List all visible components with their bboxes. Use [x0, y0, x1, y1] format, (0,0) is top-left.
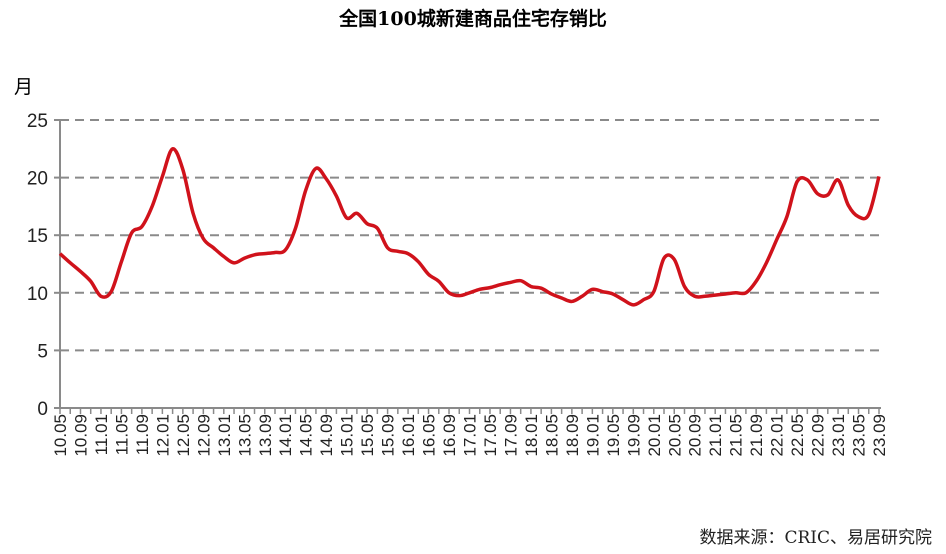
x-tick-label: 23.09 [870, 414, 889, 457]
x-tick-label: 14.01 [276, 414, 295, 457]
x-tick-label: 18.05 [542, 414, 561, 457]
x-tick-label: 21.05 [727, 414, 746, 457]
x-tick-label: 21.01 [706, 414, 725, 457]
x-tick-label: 21.09 [747, 414, 766, 457]
x-tick-label: 22.01 [768, 414, 787, 457]
x-tick-label: 15.01 [338, 414, 357, 457]
series-line [58, 147, 881, 307]
x-tick-label: 17.01 [461, 414, 480, 457]
x-tick-label: 22.05 [788, 414, 807, 457]
chart-title: 全国100城新建商品住宅存销比 [339, 8, 607, 30]
x-tick-label: 11.01 [92, 414, 111, 455]
x-tick-label: 11.05 [112, 414, 131, 455]
x-tick-label: 13.05 [235, 414, 254, 457]
x-tick-label: 10.05 [51, 414, 70, 457]
y-tick-label: 10 [27, 284, 48, 305]
x-tick-label: 11.09 [133, 414, 152, 455]
x-tick-label: 23.01 [829, 414, 848, 457]
y-tick-label: 0 [37, 399, 48, 420]
y-tick-label: 25 [27, 111, 48, 132]
y-tick-label: 15 [27, 226, 48, 247]
y-tick-label: 5 [37, 341, 48, 362]
y-tick-label: 20 [27, 169, 48, 190]
x-tick-label: 12.05 [174, 414, 193, 457]
source-note: 数据来源：CRIC、易居研究院 [699, 528, 932, 548]
x-tick-label: 20.09 [686, 414, 705, 457]
x-tick-label: 23.05 [850, 414, 869, 457]
x-tick-label: 15.09 [379, 414, 398, 457]
x-tick-label: 19.01 [583, 414, 602, 457]
y-axis-label: 月 [14, 76, 34, 98]
x-tick-label: 16.05 [420, 414, 439, 457]
x-tick-label: 16.09 [440, 414, 459, 457]
x-tick-label: 18.09 [563, 414, 582, 457]
x-tick-label: 12.09 [194, 414, 213, 457]
x-tick-label: 16.01 [399, 414, 418, 457]
x-tick-label: 12.01 [153, 414, 172, 457]
x-tick-label: 19.09 [624, 414, 643, 457]
x-tick-label: 20.01 [645, 414, 664, 457]
x-tick-label: 19.05 [604, 414, 623, 457]
x-tick-label: 15.05 [358, 414, 377, 457]
x-tick-label: 13.09 [256, 414, 275, 457]
x-tick-label: 17.09 [501, 414, 520, 457]
x-tick-label: 14.09 [317, 414, 336, 457]
x-tick-label: 13.01 [215, 414, 234, 457]
x-tick-label: 14.05 [297, 414, 316, 457]
x-tick-label: 18.01 [522, 414, 541, 457]
x-tick-label: 22.09 [809, 414, 828, 457]
x-tick-label: 10.09 [71, 414, 90, 457]
x-tick-label: 17.05 [481, 414, 500, 457]
x-tick-label: 20.05 [665, 414, 684, 457]
